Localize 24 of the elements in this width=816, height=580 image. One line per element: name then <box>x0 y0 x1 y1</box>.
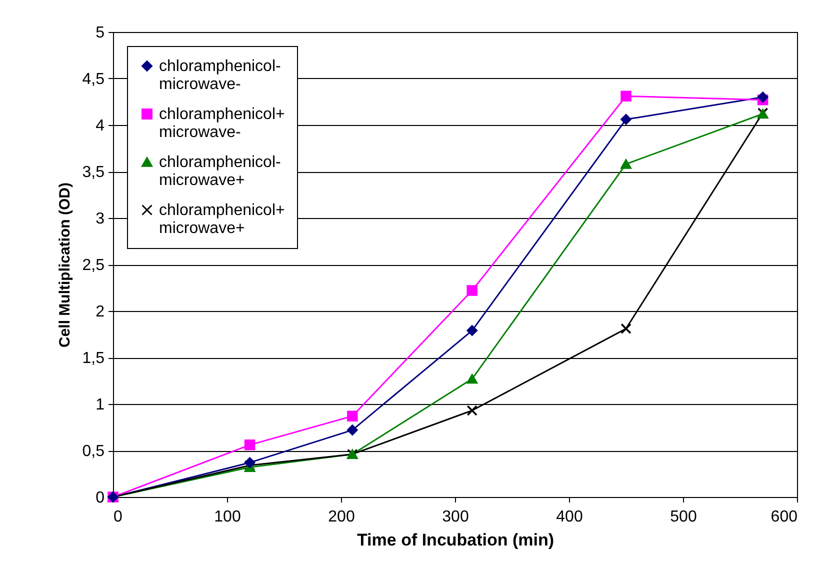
y-axis-title: Cell Multiplication (OD) <box>56 182 74 348</box>
legend-label: chloramphenicol+ microwave- <box>159 106 285 141</box>
y-tick-label: 3 <box>96 210 105 228</box>
y-tick-label: 2 <box>96 304 105 320</box>
y-tick-label: 1 <box>96 396 105 414</box>
y-tick-label: 4 <box>96 118 105 134</box>
y-tick-label: 4,5 <box>82 71 105 88</box>
y-tick-label: 0,5 <box>82 443 105 460</box>
legend-label: chloramphenicol+ microwave+ <box>159 202 285 237</box>
x-tick-label: 200 <box>328 508 355 526</box>
y-tick-label: 1,5 <box>82 350 105 367</box>
legend-label: chloramphenicol- microwave- <box>159 58 281 93</box>
x-tick-label: 500 <box>670 508 697 526</box>
x-tick-label: 400 <box>556 508 583 526</box>
y-tick-label: 3,5 <box>82 164 105 181</box>
x-tick-label: 100 <box>214 508 241 526</box>
y-tick-label: 2,5 <box>82 257 105 274</box>
legend-label: chloramphenicol- microwave+ <box>159 154 281 189</box>
y-tick-label: 5 <box>96 24 105 42</box>
x-tick-label: 0 <box>114 508 122 526</box>
y-tick-label: 0 <box>96 490 105 506</box>
x-tick-label: 300 <box>442 508 469 526</box>
x-tick-label: 600 <box>770 508 798 526</box>
x-axis-title: Time of Incubation (min) <box>356 530 554 550</box>
